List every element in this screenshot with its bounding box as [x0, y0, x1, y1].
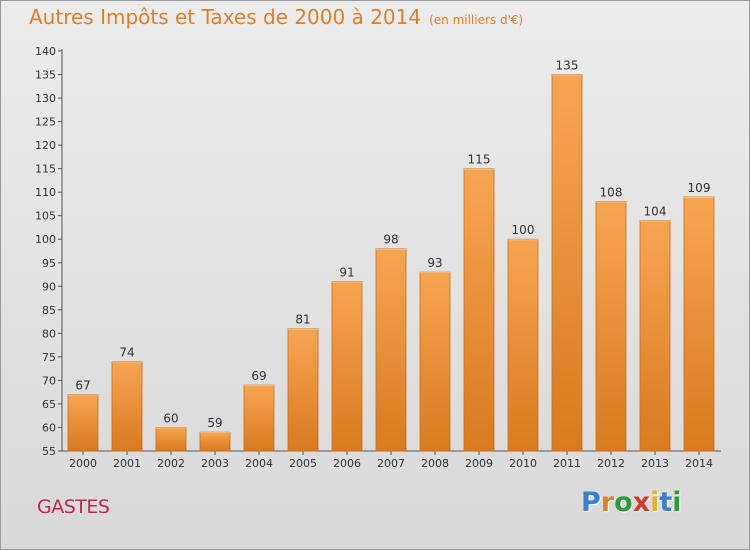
bar	[67, 394, 99, 452]
bar	[507, 238, 539, 452]
logo-letter: i	[650, 487, 660, 518]
x-tick-label: 2006	[333, 457, 361, 470]
x-tick-label: 2001	[113, 457, 141, 470]
logo-letter: i	[672, 487, 682, 518]
bar-value-label: 74	[119, 346, 134, 360]
bar	[551, 74, 583, 452]
proxiti-logo: Proxiti	[581, 487, 682, 518]
bar-value-label: 69	[251, 369, 266, 383]
logo-letter: x	[632, 487, 651, 518]
bar-group: 69	[243, 369, 275, 452]
x-tick-label: 2012	[597, 457, 625, 470]
bars: 67 74 60 59 69 81 91 98 93 115 100 135 108 104 109	[67, 59, 715, 452]
x-tick-label: 2002	[157, 457, 185, 470]
x-tick-label: 2011	[553, 457, 581, 470]
bar-value-label: 91	[339, 266, 354, 280]
y-tick-label: 90	[42, 280, 56, 293]
y-tick-label: 120	[35, 139, 56, 152]
logo-letter: r	[600, 487, 615, 518]
x-tick-label: 2009	[465, 457, 493, 470]
bar-group: 115	[463, 153, 495, 452]
x-tick-label: 2013	[641, 457, 669, 470]
y-tick-label: 100	[35, 233, 56, 246]
bar-group: 93	[419, 256, 451, 452]
x-tick-label: 2005	[289, 457, 317, 470]
bar	[595, 201, 627, 452]
bar	[463, 168, 495, 452]
bar-group: 59	[199, 416, 231, 452]
bar-value-label: 67	[75, 379, 90, 393]
bar	[111, 361, 143, 452]
bar-group: 81	[287, 313, 319, 452]
commune-name: GASTES	[37, 496, 110, 518]
bar	[287, 328, 319, 452]
y-tick-label: 125	[35, 116, 56, 129]
bar	[375, 248, 407, 452]
y-tick-label: 135	[35, 69, 56, 82]
logo-letter: t	[659, 487, 673, 518]
y-tick-label: 140	[35, 45, 56, 58]
bar-group: 74	[111, 346, 143, 452]
x-tick-label: 2008	[421, 457, 449, 470]
bar	[419, 271, 451, 452]
chart-title: Autres Impôts et Taxes de 2000 à 2014 (en…	[29, 5, 523, 29]
bar-value-label: 60	[163, 411, 178, 425]
bar-group: 109	[683, 181, 715, 452]
bar-value-label: 59	[207, 416, 222, 430]
bar	[639, 220, 671, 452]
bar	[199, 431, 231, 452]
bar-group: 135	[551, 59, 583, 452]
bar-value-label: 109	[688, 181, 711, 195]
x-tick-label: 2010	[509, 457, 537, 470]
y-tick-label: 75	[42, 351, 56, 364]
y-tick-label: 55	[42, 445, 56, 458]
x-tick-label: 2014	[685, 457, 713, 470]
y-tick-label: 80	[42, 327, 56, 340]
bar-group: 108	[595, 186, 627, 452]
bar-value-label: 81	[295, 313, 310, 327]
y-tick-label: 95	[42, 257, 56, 270]
y-tick-label: 60	[42, 421, 56, 434]
bar-value-label: 135	[556, 59, 579, 73]
y-tick-label: 105	[35, 210, 56, 223]
chart-subtitle: (en milliers d'€)	[429, 13, 524, 27]
y-axis: 55 60 65 70 75 80 85 90 95 100 105 110 115 120 125 130 1…	[35, 45, 63, 458]
chart-title-text: Autres Impôts et Taxes de 2000 à 2014	[29, 5, 422, 29]
x-tick-label: 2000	[69, 457, 97, 470]
bar	[683, 196, 715, 452]
x-axis: 2000 2001 2002 2003 2004 2005 2006 2007 2008 2009…	[62, 450, 721, 470]
logo-letter: P	[581, 487, 601, 518]
y-tick-label: 110	[35, 186, 56, 199]
y-tick-label: 70	[42, 374, 56, 387]
x-tick-label: 2004	[245, 457, 273, 470]
y-tick-label: 115	[35, 163, 56, 176]
bar-group: 91	[331, 266, 363, 452]
bar	[155, 427, 187, 452]
bar	[243, 384, 275, 452]
x-tick-label: 2003	[201, 457, 229, 470]
bar-value-label: 108	[600, 186, 623, 200]
bar-value-label: 100	[512, 223, 535, 237]
bar-value-label: 104	[644, 204, 667, 218]
y-tick-label: 65	[42, 398, 56, 411]
bar-group: 98	[375, 233, 407, 452]
bar-value-label: 93	[427, 256, 442, 270]
logo-letter: o	[614, 487, 633, 518]
bar	[331, 281, 363, 452]
bar-group: 100	[507, 223, 539, 452]
y-tick-label: 85	[42, 304, 56, 317]
bar-group: 104	[639, 204, 671, 452]
bar-value-label: 115	[468, 153, 491, 167]
y-tick-label: 130	[35, 92, 56, 105]
bar-group: 60	[155, 411, 187, 452]
bar-group: 67	[67, 379, 99, 452]
bar-value-label: 98	[383, 233, 398, 247]
x-tick-label: 2007	[377, 457, 405, 470]
